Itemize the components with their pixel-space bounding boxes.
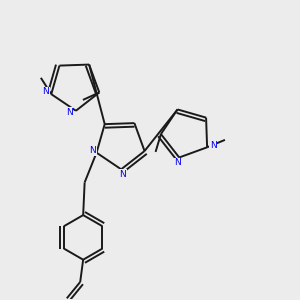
Text: N: N [66, 108, 73, 117]
Text: N: N [90, 146, 96, 155]
Text: N: N [174, 158, 181, 167]
Text: N: N [43, 87, 49, 96]
Text: N: N [119, 169, 126, 178]
Text: N: N [210, 141, 216, 150]
